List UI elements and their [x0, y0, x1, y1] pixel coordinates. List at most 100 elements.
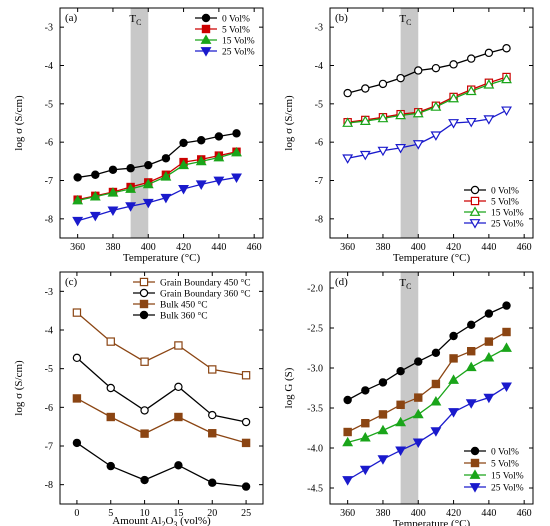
- data-point: [107, 187, 119, 197]
- plot-frame: [329, 271, 534, 505]
- data-point: [195, 155, 207, 166]
- x-tick-label: 420: [176, 242, 191, 253]
- series-c-3: [72, 438, 251, 491]
- legend-marker: [470, 446, 480, 456]
- data-point: [465, 85, 477, 96]
- legend-marker: [200, 34, 212, 44]
- plot-frame: [59, 7, 264, 239]
- x-tick-label: 400: [411, 242, 426, 253]
- series-line: [347, 76, 507, 123]
- data-point: [342, 476, 354, 486]
- y-tick-label: -8: [45, 214, 53, 225]
- y-axis-label: log σ (S/cm): [13, 95, 25, 151]
- data-point: [231, 173, 242, 184]
- y-tick-label: -8: [45, 480, 53, 491]
- data-point: [395, 416, 407, 427]
- data-point: [502, 327, 511, 337]
- x-axis-label: Temperature (°C): [123, 252, 201, 264]
- series-line: [347, 109, 507, 159]
- data-point: [483, 115, 495, 125]
- legend-marker: [139, 299, 149, 309]
- chart-panel-c: 0 5 10 15 20 25 -8 -7 -6 -5 -4 -3 (c) Amount Al2O3 (v…: [13, 271, 264, 526]
- data-point: [449, 60, 458, 69]
- data-point: [483, 79, 495, 89]
- data-point: [174, 382, 183, 392]
- data-point: [501, 73, 512, 84]
- data-point: [484, 309, 494, 318]
- legend-marker: [470, 185, 480, 195]
- legend-entry: 25 Vol%: [491, 483, 524, 493]
- data-point: [449, 331, 458, 341]
- data-point: [361, 386, 370, 395]
- data-point: [501, 342, 512, 352]
- x-tick-label: 15: [173, 508, 183, 519]
- y-tick-label: -4.0: [307, 444, 323, 455]
- series-c-2: [72, 394, 251, 448]
- legend-marker: [200, 47, 212, 57]
- y-tick-label: -4: [315, 61, 323, 72]
- x-tick-label: 440: [481, 242, 496, 253]
- data-point: [414, 393, 423, 402]
- data-point: [72, 353, 82, 363]
- data-point: [431, 379, 441, 389]
- series-line: [76, 442, 247, 488]
- series-line: [77, 176, 237, 222]
- legend-marker: [139, 277, 149, 287]
- data-point: [449, 354, 458, 363]
- data-point: [142, 198, 154, 209]
- x-tick-label: 10: [140, 508, 150, 519]
- data-point: [232, 129, 241, 138]
- y-tick-label: -3.5: [307, 404, 323, 415]
- data-point: [106, 337, 115, 346]
- data-point: [241, 438, 251, 448]
- legend-marker: [470, 196, 480, 206]
- y-tick-label: -2.0: [307, 284, 323, 295]
- x-axis-label: Temperature (°C): [393, 518, 471, 526]
- y-tick-label: -5: [315, 99, 323, 110]
- x-tick-label: 460: [517, 242, 532, 253]
- legend-entry: 25 Vol%: [222, 47, 255, 57]
- data-point: [106, 383, 115, 393]
- series-b-3: [342, 106, 512, 164]
- data-point: [91, 170, 100, 179]
- data-point: [465, 117, 477, 128]
- data-point: [377, 112, 389, 123]
- data-point: [161, 154, 171, 163]
- series-line: [347, 47, 507, 94]
- data-point: [378, 410, 388, 419]
- data-point: [342, 154, 354, 164]
- data-point: [106, 461, 115, 471]
- data-point: [106, 412, 115, 422]
- legend-marker: [139, 288, 149, 298]
- y-tick-label: -4: [45, 326, 53, 337]
- legend: 0 Vol%5 Vol%15 Vol%25 Vol%: [464, 185, 524, 229]
- y-tick-label: -7: [45, 176, 53, 187]
- series-d-2: [342, 342, 512, 447]
- panel-label: (b): [335, 12, 348, 24]
- data-point: [174, 412, 183, 422]
- data-point: [359, 150, 371, 161]
- data-point: [430, 131, 442, 141]
- legend: 0 Vol%5 Vol%15 Vol%25 Vol%: [464, 446, 524, 493]
- data-point: [361, 84, 370, 93]
- data-point: [465, 399, 477, 409]
- data-point: [214, 132, 224, 141]
- x-axis-label-sub: 3: [173, 520, 177, 526]
- y-axis-label: log σ (S/cm): [13, 360, 25, 416]
- data-point: [448, 408, 459, 418]
- data-point: [140, 475, 149, 485]
- y-axis-label: log σ (S/cm): [283, 95, 295, 151]
- data-point: [430, 427, 442, 437]
- x-tick-label: 20: [207, 508, 217, 519]
- x-axis-label: Amount Al2O3 (vol%): [112, 515, 211, 526]
- data-point: [195, 180, 207, 190]
- legend-entry: 5 Vol%: [491, 459, 519, 469]
- data-point: [431, 348, 441, 357]
- tc-band: [400, 272, 419, 504]
- data-point: [378, 79, 388, 89]
- tc-label: TC: [399, 277, 411, 291]
- series-d-0: [343, 301, 511, 405]
- series-d-3: [342, 382, 512, 486]
- x-tick-label: 0: [74, 508, 79, 519]
- data-point: [208, 429, 217, 438]
